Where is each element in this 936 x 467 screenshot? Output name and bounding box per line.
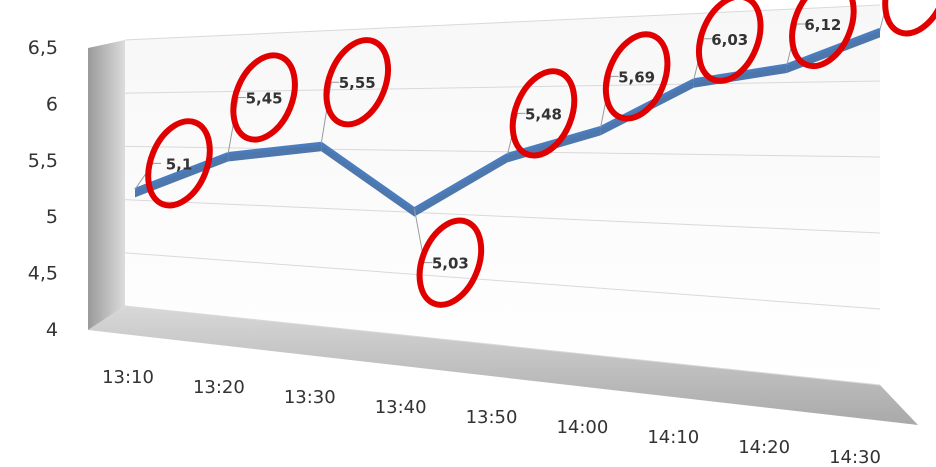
gridline (124, 305, 881, 386)
highlight-ellipses (145, 0, 936, 308)
gridline (124, 80, 881, 94)
highlight-ellipse (789, 0, 857, 70)
data-label: 5,69 (618, 68, 655, 86)
series-segment (320, 142, 416, 210)
leader-line (879, 0, 889, 30)
x-tick-label: 13:40 (375, 397, 427, 418)
x-tick-label: 13:20 (193, 377, 245, 398)
y-tick-label: 4,5 (28, 263, 58, 285)
series-segment-side (135, 153, 229, 198)
x-axis-ticks: 13:10 13:20 13:30 13:40 13:50 14:00 14:10 14:20… (102, 367, 881, 467)
highlight-ellipse (145, 118, 213, 209)
gridline (124, 199, 881, 234)
series-segment (599, 78, 695, 129)
series-segment-side (786, 29, 880, 73)
y-tick-label: 6,5 (28, 37, 58, 59)
x-tick-label: 14:00 (556, 417, 608, 438)
leader-line (507, 112, 526, 155)
y-tick-label: 6 (46, 93, 58, 115)
y-tick-label: 5,5 (28, 150, 58, 172)
x-tick-label: 13:50 (466, 407, 518, 428)
leader-line (134, 162, 161, 190)
x-tick-label: 13:10 (102, 367, 154, 388)
data-label: 5,45 (246, 89, 283, 107)
plot-walls (88, 5, 918, 425)
data-label: 5,1 (166, 155, 193, 173)
data-label: 6,03 (711, 31, 748, 49)
data-label: 5,48 (525, 105, 562, 123)
leader-line (600, 75, 619, 128)
series-segment-side (228, 143, 322, 162)
data-label: 5,03 (432, 255, 469, 273)
highlight-ellipse (416, 217, 485, 308)
y-axis-ticks: 4 4,5 5 5,5 6 6,5 (28, 37, 58, 341)
back-wall (125, 5, 880, 385)
highlight-ellipse (509, 68, 578, 159)
x-tick-label: 14:20 (738, 437, 790, 458)
leader-line (786, 23, 805, 66)
gridline (124, 145, 881, 158)
leader-line (413, 208, 433, 264)
y-tick-label: 4 (46, 319, 58, 341)
data-label: 6,12 (804, 16, 841, 34)
side-wall (88, 40, 125, 330)
x-tick-label: 14:30 (829, 447, 881, 467)
series-segment (413, 153, 509, 210)
highlight-ellipse (323, 37, 392, 128)
gridline (124, 4, 881, 41)
highlight-ellipse (230, 52, 298, 143)
highlight-ellipse (695, 0, 764, 84)
floor (88, 306, 918, 425)
leader-line (227, 96, 247, 154)
highlight-ellipse (602, 31, 671, 122)
data-label: 5,55 (339, 74, 376, 92)
data-labels: 5,1 5,45 5,55 5,03 5,48 5,69 6,03 6,12 6,34 (166, 0, 935, 273)
highlight-ellipse (882, 0, 936, 37)
leader-line (320, 81, 340, 144)
label-leader-lines (134, 0, 889, 264)
leader-line (693, 38, 712, 80)
gridlines (124, 4, 881, 386)
x-tick-label: 14:10 (647, 427, 699, 448)
series-segment-side (414, 154, 508, 217)
data-label: 6,34 (897, 0, 934, 1)
series-segment (227, 141, 322, 155)
x-tick-label: 13:30 (284, 387, 336, 408)
gridline (124, 252, 881, 310)
y-tick-label: 5 (46, 206, 58, 228)
series-segment-side (321, 143, 415, 217)
